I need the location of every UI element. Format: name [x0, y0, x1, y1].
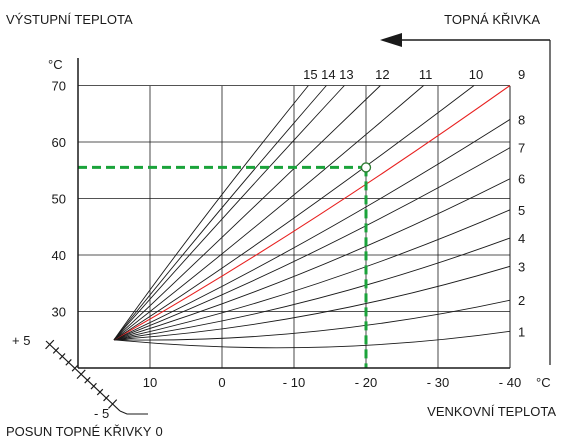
curve-label-10: 10	[469, 67, 483, 82]
curve-label-14: 14	[321, 67, 335, 82]
y-unit-label: °C	[48, 57, 63, 72]
shift-scale-tick	[52, 347, 60, 354]
curve-label-3: 3	[518, 259, 525, 274]
heating-curve-14	[113, 85, 327, 341]
axes	[77, 58, 510, 369]
shift-scale-tick	[84, 376, 91, 384]
x-unit-label: °C	[536, 375, 551, 390]
curve-label-7: 7	[518, 141, 525, 156]
heating-curve-10	[113, 85, 475, 341]
x-tick-label: 10	[143, 375, 157, 390]
x-axis-title: VENKOVNÍ TEPLOTA	[427, 404, 556, 419]
heating-curve-8	[113, 119, 511, 341]
heating-curve-12	[113, 85, 381, 341]
curve-label-5: 5	[518, 203, 525, 218]
shift-scale-tick	[76, 369, 86, 380]
shift-scale-tick	[45, 339, 55, 350]
shift-axis-title: POSUN TOPNÉ KŘIVKY	[6, 424, 152, 439]
x-tick-label: - 40	[499, 375, 521, 390]
shift-scale-tick	[65, 359, 72, 366]
heating-curve-5	[113, 209, 511, 341]
heating-curve-11	[113, 85, 424, 341]
heating-curve-15	[113, 85, 309, 341]
curve-label-2: 2	[518, 293, 525, 308]
shift-plus-label: + 5	[12, 333, 30, 348]
shift-zero-label: 0	[155, 424, 162, 439]
y-tick-label: 60	[52, 135, 66, 150]
y-axis-title: VÝSTUPNÍ TEPLOTA	[6, 12, 133, 27]
curve-label-6: 6	[518, 172, 525, 187]
shift-scale-line	[45, 340, 121, 412]
heating-curve-6	[113, 178, 511, 341]
reading-point-marker	[360, 162, 372, 173]
heating-curve-9	[113, 85, 511, 341]
heating-curve-7	[113, 147, 511, 341]
curve-label-11: 11	[419, 67, 433, 82]
shift-scale-end-mark	[119, 410, 148, 415]
curve-label-13: 13	[339, 67, 353, 82]
shift-scale-tick	[71, 364, 79, 372]
shift-minus-label: - 5	[94, 406, 109, 421]
x-tick-label: 0	[218, 375, 225, 390]
curve-label-4: 4	[518, 231, 525, 246]
curve-label-9: 9	[518, 67, 525, 82]
shift-scale: + 5 - 5	[12, 333, 148, 421]
reading-guides	[78, 162, 372, 368]
x-tick-label: - 30	[427, 375, 449, 390]
shift-scale-tick	[103, 394, 110, 402]
curve-label-8: 8	[518, 112, 525, 127]
heating-curve-13	[113, 85, 345, 341]
x-tick-label: - 10	[283, 375, 305, 390]
shift-scale-ticks	[45, 339, 118, 409]
y-tick-label: 50	[52, 192, 66, 207]
y-tick-label: 40	[52, 248, 66, 263]
arrow-head-icon	[380, 33, 402, 47]
heating-curve-1	[113, 330, 511, 349]
curve-family-title: TOPNÁ KŘIVKA	[444, 12, 540, 27]
heating-curve-3	[113, 265, 511, 341]
heating-curve-2	[113, 299, 511, 341]
heating-curves	[113, 85, 511, 349]
shift-scale-tick	[59, 353, 66, 360]
curve-label-12: 12	[375, 67, 389, 82]
y-tick-label: 70	[52, 79, 66, 94]
curve-direction-arrow	[380, 33, 551, 365]
shift-scale-tick	[96, 388, 104, 396]
shift-scale-tick	[90, 382, 97, 390]
shift-scale-tick	[108, 399, 118, 409]
y-tick-label: 30	[52, 305, 66, 320]
tick-labels: 10 0 - 10 - 20 - 30 - 40 30 40 50 60 70	[52, 79, 522, 391]
curve-label-15: 15	[303, 67, 317, 82]
curve-label-1: 1	[518, 324, 525, 339]
x-tick-label: - 20	[355, 375, 377, 390]
heating-curve-4	[113, 237, 511, 341]
